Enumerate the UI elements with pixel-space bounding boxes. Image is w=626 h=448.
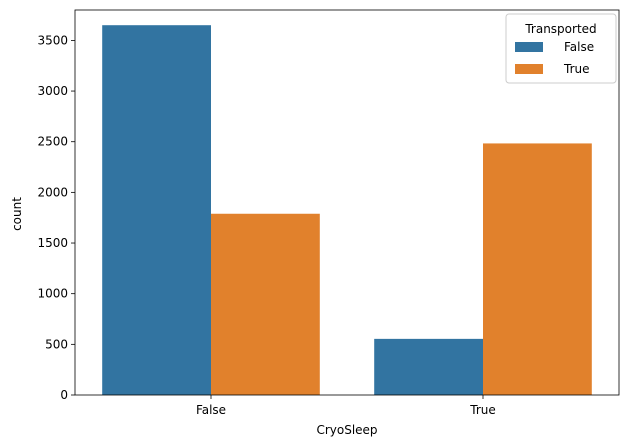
y-tick-label: 3500 [37,33,68,47]
x-axis-label: CryoSleep [316,423,377,437]
y-tick-label: 2500 [37,135,68,149]
x-tick-label: True [469,403,496,417]
legend-swatch-false [515,42,543,52]
legend-label-true: True [563,62,590,76]
legend: Transported False True [505,13,617,84]
y-tick-label: 500 [45,337,68,351]
y-tick-label: 1500 [37,236,68,250]
bar-false-false [102,25,211,395]
bar-false-true [211,213,320,395]
y-tick-label: 3000 [37,84,68,98]
legend-title: Transported [524,22,596,36]
bar-true-true [483,143,592,395]
y-tick-label: 1000 [37,287,68,301]
y-tick-label: 2000 [37,185,68,199]
y-tick-label: 0 [60,388,68,402]
plot-frame [74,9,620,396]
legend-label-false: False [564,40,594,54]
axes-layer [74,9,620,396]
x-tick-label: False [196,403,226,417]
legend-swatch-true [515,64,543,74]
bars-layer [102,25,592,395]
y-axis-label: count [10,197,24,231]
ticks-layer: False True 0 500 1000 1500 2000 2500 3000 3500 [37,33,495,417]
legend-items: False True [515,40,594,76]
bar-true-false [374,338,483,395]
